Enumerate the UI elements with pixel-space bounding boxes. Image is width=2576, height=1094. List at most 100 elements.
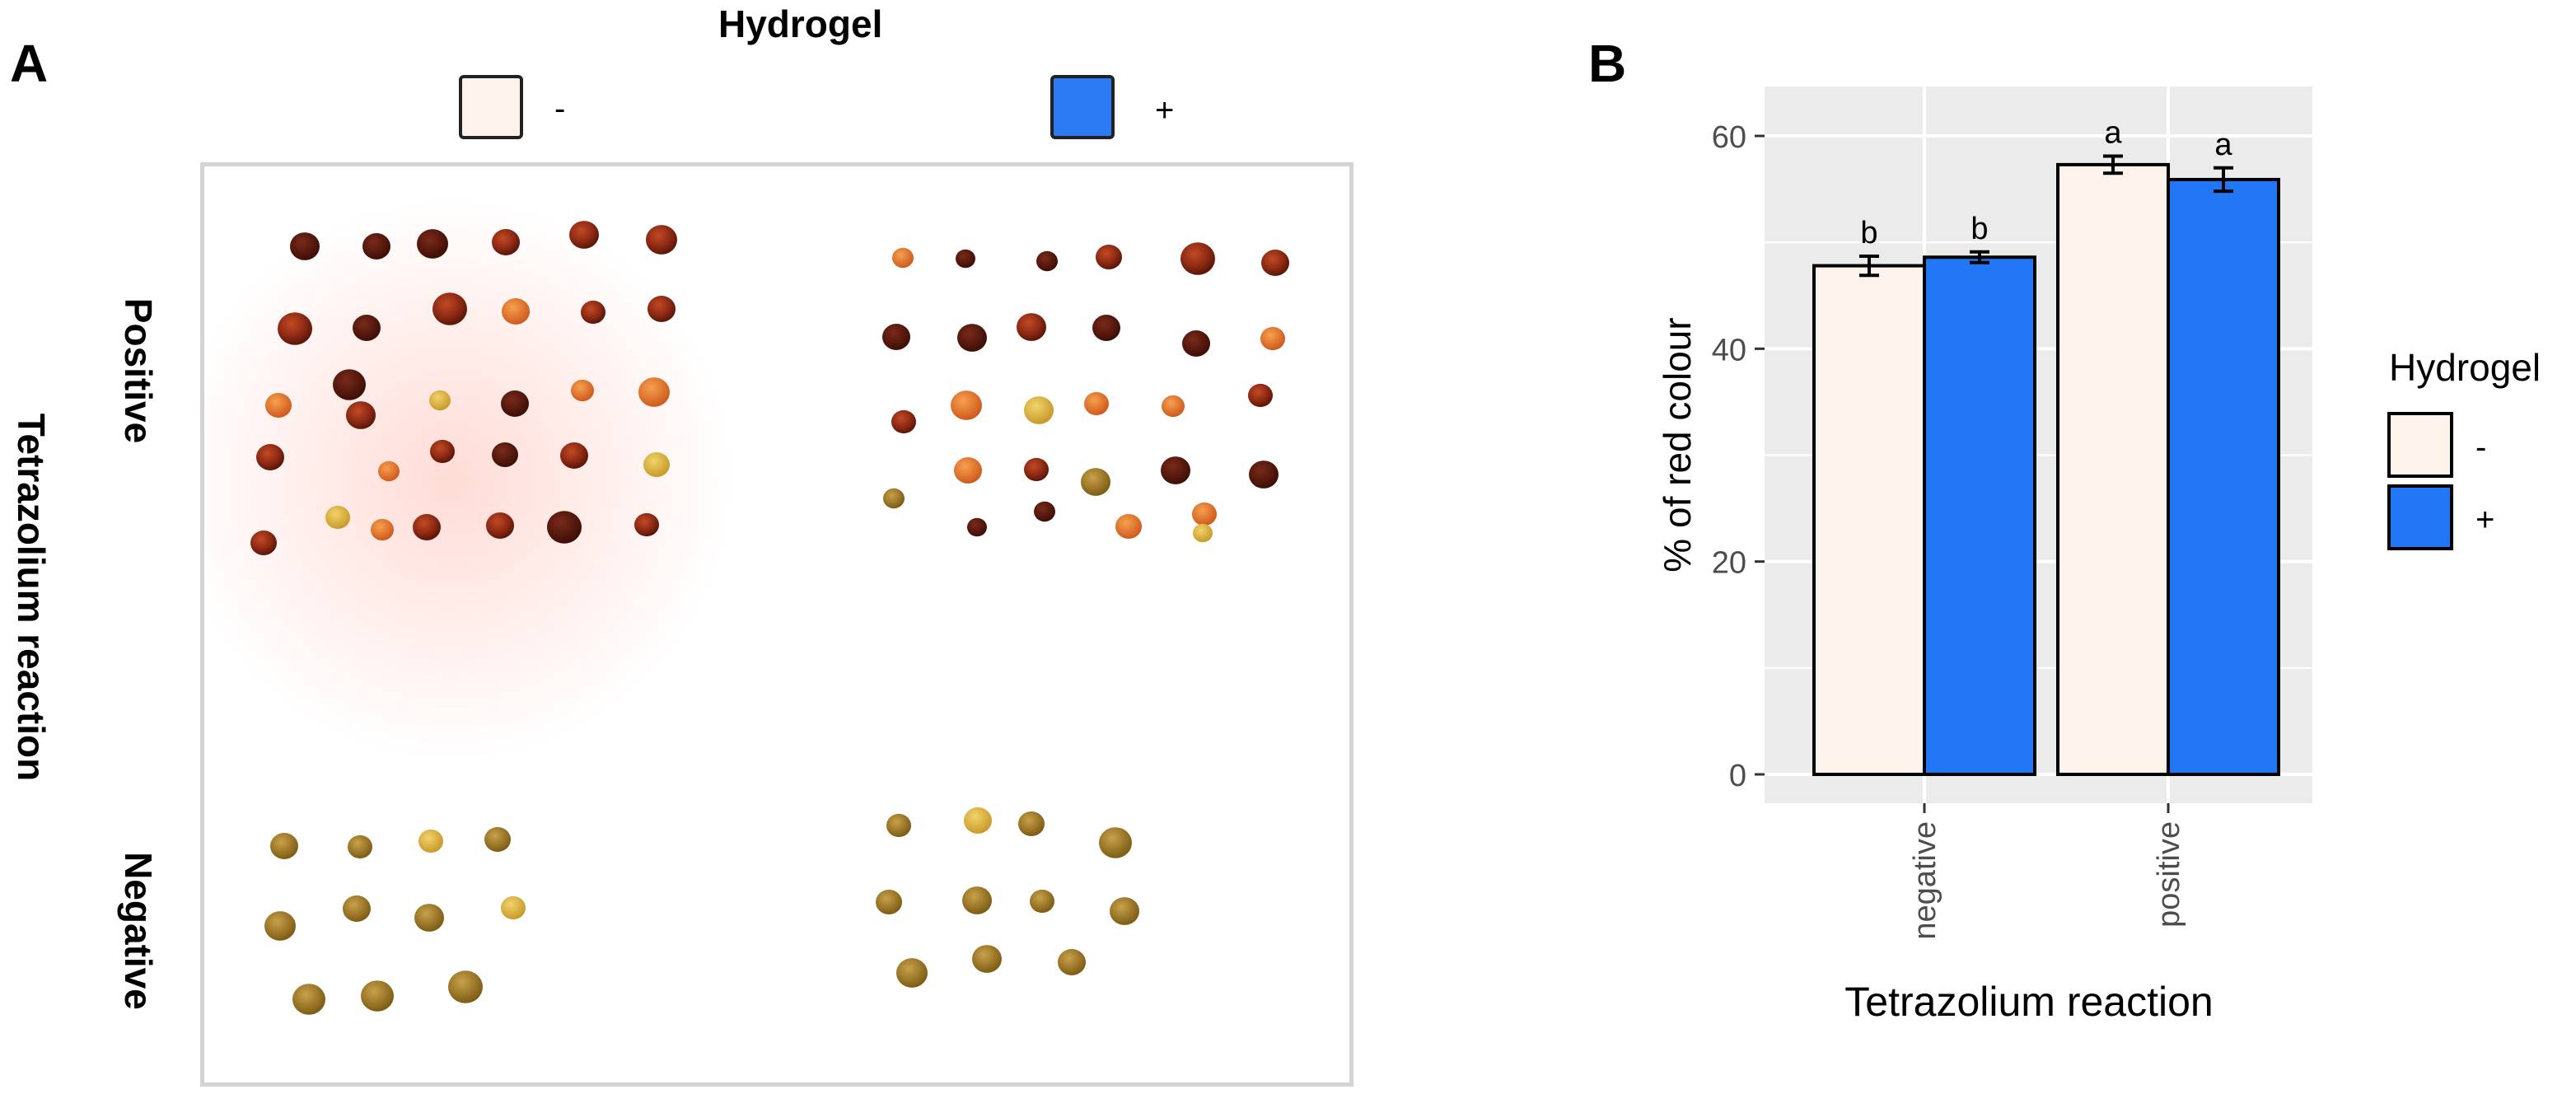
seed (270, 833, 298, 859)
seed (250, 530, 277, 556)
x-tick-label: positive (2152, 821, 2186, 928)
seed (1096, 244, 1122, 270)
seed (333, 369, 366, 400)
seed (882, 324, 910, 350)
seed (278, 312, 312, 345)
seed (638, 377, 670, 407)
seed (1017, 313, 1046, 341)
seed (957, 324, 987, 352)
seed (1180, 242, 1215, 275)
chart-legend-swatch-minus (2387, 412, 2453, 478)
chart-legend-swatch-plus (2387, 484, 2453, 550)
seed (883, 488, 905, 509)
x-axis-title: Tetrazolium reaction (1844, 979, 2213, 1025)
seed (1092, 315, 1120, 341)
seed (1030, 889, 1054, 914)
seed (967, 517, 987, 537)
seed (581, 300, 605, 325)
seed (265, 392, 292, 418)
chart-legend-title: Hydrogel (2389, 346, 2541, 389)
significance-letter: b (1971, 212, 1988, 246)
seed (264, 911, 296, 941)
bar (2167, 177, 2280, 777)
seed (1099, 827, 1132, 858)
seed (1081, 468, 1110, 496)
bar-layer: b a b a (1812, 116, 2280, 777)
seed (951, 390, 982, 420)
seed (547, 511, 582, 544)
seed (1161, 456, 1190, 484)
seed (560, 442, 588, 469)
seed (972, 945, 1002, 973)
seed (353, 315, 381, 341)
seed (1115, 513, 1142, 540)
seed (348, 835, 372, 859)
significance-letter: b (1860, 216, 1877, 250)
seed (486, 512, 514, 539)
seed (1249, 461, 1279, 489)
seed (501, 895, 526, 920)
seed (571, 379, 594, 402)
bar (1923, 255, 2036, 776)
chart-legend-label-plus: + (2475, 502, 2494, 538)
seed (501, 390, 529, 417)
seed (430, 439, 455, 464)
seed (502, 298, 530, 325)
seed (876, 889, 902, 915)
seed (290, 232, 320, 260)
seed (962, 886, 992, 914)
panel-b-label: B (1588, 34, 1627, 93)
seed (371, 518, 394, 541)
y-tick-label: 40 (1712, 333, 1746, 367)
seed-photo-canvas (204, 199, 1289, 1015)
seed (413, 514, 441, 540)
seed (414, 904, 444, 932)
seed (1034, 501, 1055, 522)
seed (892, 247, 914, 269)
seed (1248, 383, 1273, 408)
seed (1260, 326, 1285, 351)
seed (896, 958, 928, 988)
seed (956, 249, 975, 269)
legend-swatch-minus (459, 75, 523, 139)
seed (964, 807, 992, 834)
y-axis-title: % of red colour (1656, 317, 1699, 572)
seed (256, 444, 284, 470)
seed (1084, 391, 1109, 416)
seed (1261, 250, 1289, 276)
seed (891, 409, 916, 434)
seed (432, 292, 467, 325)
seed (325, 505, 350, 530)
chart-legend-label-minus: - (2475, 429, 2486, 465)
seed (886, 813, 911, 838)
seed (1182, 330, 1210, 357)
y-tick-label: 60 (1712, 120, 1746, 155)
seed-photo (200, 162, 1353, 1087)
y-tick-label: 20 (1712, 546, 1746, 581)
seed (448, 970, 483, 1003)
legend-sign-plus: + (1155, 92, 1175, 129)
seed (1058, 949, 1086, 975)
seed (378, 461, 400, 482)
seed-group (250, 221, 1289, 1015)
seed (492, 229, 520, 255)
seed (646, 225, 677, 255)
seed (1192, 502, 1217, 526)
seed (362, 233, 390, 259)
seed (343, 895, 371, 922)
seed (346, 401, 376, 429)
seed (429, 390, 451, 411)
significance-letter: a (2104, 116, 2122, 151)
seed (643, 451, 670, 478)
seed (361, 980, 394, 1012)
legend-swatch-plus (1050, 75, 1115, 139)
seed (417, 229, 448, 259)
significance-letter: a (2214, 128, 2232, 162)
seed (1024, 396, 1054, 424)
bar (2056, 162, 2170, 776)
legend-sign-minus: - (554, 91, 566, 127)
seed (1110, 897, 1139, 925)
seed (418, 829, 443, 853)
x-tick-label: negative (1908, 821, 1943, 940)
